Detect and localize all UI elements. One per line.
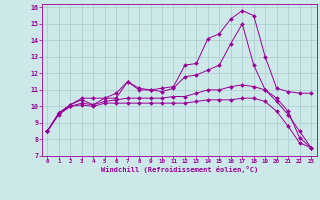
X-axis label: Windchill (Refroidissement éolien,°C): Windchill (Refroidissement éolien,°C) xyxy=(100,166,258,173)
